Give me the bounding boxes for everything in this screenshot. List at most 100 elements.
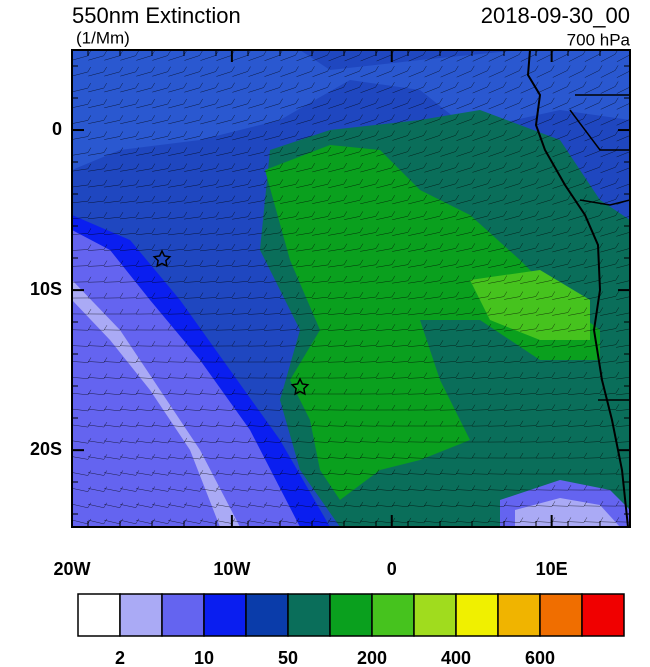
wind-barb: [104, 179, 124, 188]
wind-barb: [136, 163, 156, 172]
wind-barb: [392, 65, 411, 78]
colorbar-box: [413, 593, 457, 637]
wind-barb: [536, 323, 556, 332]
wind-barb: [408, 517, 428, 524]
wind-barb: [472, 323, 492, 332]
x-tick-label: 10W: [213, 559, 250, 579]
wind-barb: [312, 453, 332, 459]
wind-barb: [232, 260, 252, 268]
wind-barb: [488, 291, 508, 300]
wind-barb: [584, 323, 604, 332]
wind-barb: [455, 420, 476, 427]
wind-barb: [408, 356, 428, 363]
wind-barb: [472, 146, 491, 157]
wind-barb: [311, 405, 332, 411]
wind-barb: [232, 163, 252, 172]
wind-barb: [488, 50, 507, 62]
wind-barb: [168, 227, 188, 236]
wind-barb: [535, 501, 556, 507]
wind-barb: [551, 452, 572, 459]
wind-barb: [487, 501, 508, 507]
wind-barb: [264, 98, 283, 109]
units: (1/Mm): [76, 28, 130, 47]
wind-barb: [232, 486, 252, 492]
wind-barb: [328, 308, 348, 315]
wind-barb: [440, 162, 459, 173]
wind-barb: [216, 147, 236, 157]
wind-barb: [536, 146, 555, 157]
wind-barb: [184, 195, 204, 204]
wind-barb: [327, 372, 348, 379]
wind-barb: [488, 113, 507, 126]
wind-barb: [135, 324, 156, 331]
wind-barb: [471, 469, 492, 475]
colorbar-label: 2: [115, 648, 125, 667]
wind-barb: [616, 328, 630, 332]
wind-barb: [376, 275, 396, 284]
wind-barb: [600, 323, 620, 332]
wind-barb: [440, 307, 460, 316]
wind-barb: [280, 195, 300, 204]
wind-barb: [472, 97, 491, 110]
wind-barb: [504, 226, 523, 237]
wind-barb: [520, 291, 540, 300]
wind-barb: [504, 162, 523, 173]
wind-barb: [536, 339, 556, 348]
wind-barb: [279, 421, 300, 427]
wind-barb: [424, 275, 444, 284]
wind-barb: [392, 162, 411, 173]
wind-barb: [312, 308, 332, 315]
wind-barb: [184, 131, 204, 141]
wind-barb: [296, 146, 315, 157]
wind-barb: [280, 114, 299, 125]
wind-barb: [296, 243, 316, 252]
colorbar: 2 10 50 200 400 600: [77, 593, 625, 667]
wind-barb: [328, 243, 348, 252]
wind-barb: [536, 210, 555, 221]
wind-barb: [312, 485, 332, 492]
wind-barb: [520, 275, 540, 284]
wind-barb: [615, 505, 630, 507]
wind-barb: [248, 453, 268, 460]
wind-barb: [472, 517, 492, 523]
wind-barb: [456, 356, 476, 363]
wind-barb: [552, 113, 571, 126]
wind-barb: [72, 82, 91, 93]
wind-barb: [152, 437, 172, 444]
wind-barb: [488, 162, 507, 173]
wind-barb: [120, 50, 139, 61]
wind-barb: [407, 453, 428, 459]
wind-barb: [568, 81, 587, 94]
wind-barb: [136, 437, 156, 444]
wind-barb: [392, 82, 411, 94]
x-tick-label: 20W: [53, 559, 90, 579]
wind-barb: [552, 372, 572, 380]
wind-barb: [584, 194, 603, 205]
wind-barb: [152, 195, 172, 204]
wind-barb: [120, 470, 140, 476]
wind-barb: [520, 242, 539, 253]
wind-barb: [135, 292, 156, 299]
wind-barb: [472, 501, 492, 507]
wind-barb: [471, 452, 492, 459]
wind-barb: [168, 179, 188, 188]
wind-barb: [616, 393, 630, 396]
wind-barb: [616, 86, 630, 94]
wind-barb: [583, 484, 604, 491]
wind-barb: [263, 324, 284, 331]
wind-barb: [312, 227, 332, 236]
wind-barb: [360, 114, 379, 125]
wind-barb: [136, 502, 156, 508]
wind-barb: [392, 356, 412, 363]
wind-barb: [504, 65, 523, 78]
wind-barb: [408, 114, 427, 125]
wind-barb: [136, 470, 156, 476]
wind-barb: [504, 243, 524, 253]
wind-barb: [231, 340, 252, 347]
wind-barb: [440, 146, 459, 157]
wind-barb: [232, 114, 251, 125]
wind-barb: [264, 227, 284, 236]
wind-barb: [312, 469, 332, 476]
wind-barb: [567, 501, 588, 507]
wind-barb: [344, 275, 364, 284]
